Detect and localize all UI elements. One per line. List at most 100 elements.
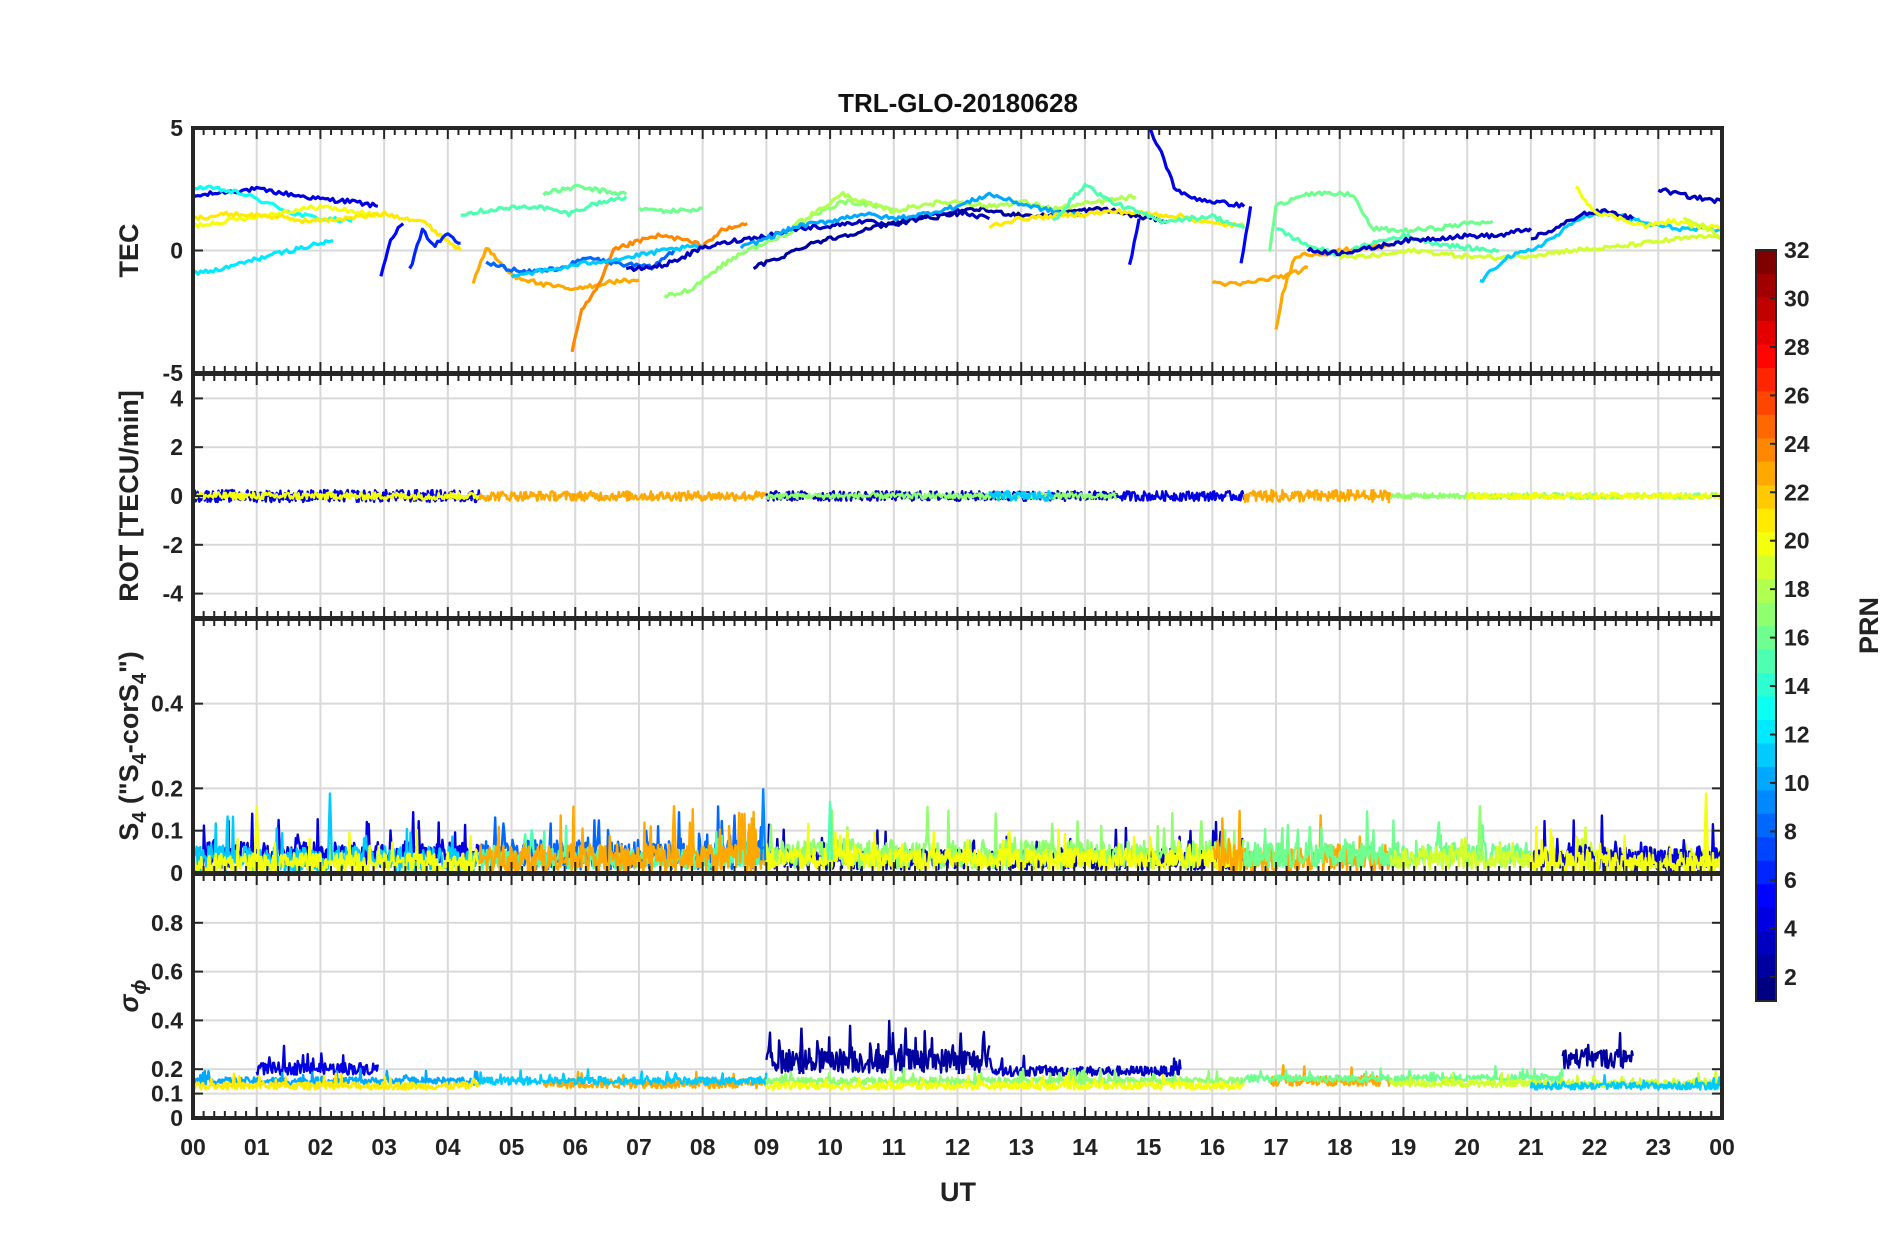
panel-sigma: 00.10.2 0.4 0.6 0.8 σϕ: [114, 872, 1724, 1131]
rot-band-prn-20: [1466, 491, 1722, 501]
colorbar-swatch: [1756, 907, 1776, 932]
rot-band-prn-23: [1243, 488, 1392, 504]
rot-band-prn-11: [988, 489, 1055, 502]
colorbar-swatch: [1756, 296, 1776, 322]
colorbar-swatch: [1756, 578, 1776, 603]
s4-peak-prn-15: [826, 800, 834, 861]
s4-band-prn-20: [193, 828, 481, 873]
tec-series-prn-23: [1211, 265, 1309, 287]
tec-series-prn-2: [752, 205, 1169, 271]
colorbar-swatch: [1756, 719, 1776, 744]
colorbar-swatch: [1756, 742, 1776, 767]
colorbar-swatch: [1756, 555, 1776, 580]
tec-series-prn-20: [193, 204, 385, 229]
tec-series-prn-17: [663, 198, 895, 299]
x-tick-label: 17: [1263, 1134, 1289, 1160]
x-axis-label: UT: [940, 1177, 976, 1207]
tec-series-prn-19: [1338, 233, 1722, 262]
s4-peak-prn-11: [326, 792, 334, 861]
y-tick-label-sigma: 0: [170, 1105, 183, 1131]
s4-peak-prn-20: [253, 805, 260, 861]
y-tick-label-tec: -5: [163, 360, 184, 386]
colorbar-swatch: [1756, 484, 1776, 509]
x-tick-label: 21: [1518, 1134, 1544, 1160]
s4-peak-prn-17: [1476, 805, 1484, 861]
tec-series-prn-10: [739, 191, 1086, 250]
s4-band-prn-20: [765, 822, 1246, 871]
tec-series-prn-15: [460, 195, 628, 218]
x-ticks-sigma: [192, 874, 1723, 1118]
tec-series-prn-12: [193, 239, 334, 276]
x-ticks-tec: [192, 128, 1723, 373]
tec-series-prn-24: [570, 222, 748, 353]
x-tick-label: 23: [1645, 1134, 1671, 1160]
colorbar-swatch: [1756, 320, 1776, 345]
colorbar-tick-label: 28: [1784, 334, 1810, 360]
tec-series-prn-16: [542, 183, 628, 197]
rot-band-prn-20: [193, 491, 481, 501]
y-tick-label-s4: 0.2: [151, 775, 183, 801]
y-axis-label-s4: S4 ("S4-corS4"): [114, 651, 151, 841]
colorbar-tick-label: 16: [1784, 625, 1810, 651]
y-axis-label-sigma: σϕ: [114, 979, 151, 1012]
x-tick-label: 02: [308, 1134, 334, 1160]
colorbar-tick-label: 14: [1784, 673, 1810, 699]
y-axis-label-tec: TEC: [114, 224, 144, 278]
x-tick-label: 03: [371, 1134, 397, 1160]
y-tick-label-rot: 0: [170, 483, 183, 509]
colorbar-tick-label: 24: [1784, 431, 1810, 457]
x-tick-label: 00: [180, 1134, 206, 1160]
y-tick-label-tec: 5: [170, 115, 183, 141]
x-tick-label: 22: [1582, 1134, 1608, 1160]
sigma-band-prn-20: [765, 1071, 1246, 1091]
s4-band-prn-16: [1243, 810, 1533, 869]
s4-peak-prn-20: [1702, 792, 1710, 861]
tec-series-prn-5: [1127, 218, 1141, 266]
colorbar-swatch: [1756, 883, 1776, 908]
colorbar-swatch: [1756, 343, 1776, 368]
x-ticks-s4: [192, 619, 1723, 873]
sigma-band-prn-23: [1268, 1063, 1392, 1087]
rot-band-prn-4: [1115, 490, 1246, 503]
colorbar-label: PRN: [1854, 597, 1884, 654]
colorbar-swatch: [1756, 813, 1776, 838]
colorbar-tick-label: 12: [1784, 722, 1810, 748]
y-tick-label-sigma: 0.2: [151, 1056, 183, 1082]
colorbar-swatch: [1756, 273, 1776, 298]
x-tick-label: 05: [499, 1134, 525, 1160]
colorbar-swatch: [1756, 367, 1776, 392]
colorbar-swatch: [1756, 860, 1776, 885]
y-tick-label-sigma: 0.8: [151, 910, 183, 936]
rot-band-prn-23: [478, 490, 768, 503]
y-tick-label-sigma: 0.4: [151, 1007, 183, 1033]
chart-title: TRL-GLO-20180628: [838, 88, 1078, 118]
colorbar-swatch: [1756, 508, 1776, 533]
series-rot: [193, 488, 1722, 504]
tec-series-prn-15: [1275, 227, 1500, 259]
colorbar-swatch: [1756, 648, 1776, 674]
sigma-band-prn-21: [193, 1072, 481, 1091]
y-tick-label-rot: 2: [170, 434, 183, 460]
colorbar-swatch: [1756, 766, 1776, 791]
colorbar-swatch: [1756, 695, 1776, 720]
tec-series-prn-3: [1657, 187, 1722, 204]
x-tick-labels: 00 01 02 03 04 05 06 07 08 09 10 11 12 13 14 15 16 17 18 19…: [180, 1134, 1735, 1160]
tec-series-prn-21: [193, 210, 462, 252]
x-tick-label: 19: [1391, 1134, 1417, 1160]
tec-series-prn-11: [510, 243, 704, 279]
series-sigma: [193, 1019, 1722, 1091]
sigma-band-prn-4: [255, 1044, 379, 1076]
grid-s4: [193, 619, 1722, 873]
x-tick-label: 04: [435, 1134, 461, 1160]
colorbar-tick-label: 10: [1784, 770, 1810, 796]
tec-series-prn-16: [637, 206, 704, 215]
colorbar-tick-label: 8: [1784, 818, 1797, 844]
y-axis-label-rot: ROT [TECU/min]: [114, 390, 144, 601]
colorbar-swatch: [1756, 625, 1776, 650]
tec-series-prn-4: [1147, 128, 1246, 209]
grid-tec: [193, 128, 1722, 373]
colorbar-swatch: [1756, 461, 1776, 486]
x-tick-label: 15: [1136, 1134, 1162, 1160]
colorbar-tick-label: 2: [1784, 964, 1797, 990]
